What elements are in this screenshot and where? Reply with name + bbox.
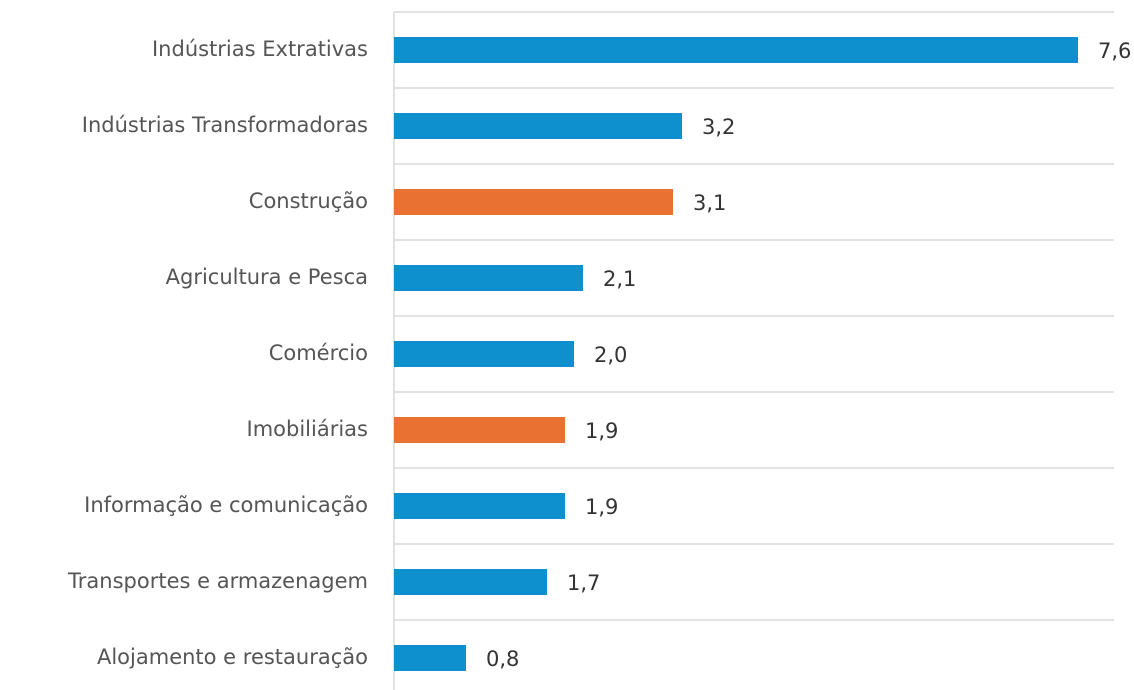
bar bbox=[394, 645, 466, 671]
category-label: Imobiliárias bbox=[247, 417, 368, 441]
value-label: 7,6 bbox=[1098, 39, 1131, 63]
value-label: 3,2 bbox=[702, 115, 735, 139]
value-label: 1,7 bbox=[567, 571, 600, 595]
category-label: Alojamento e restauração bbox=[97, 645, 368, 669]
bar bbox=[394, 189, 673, 215]
bar bbox=[394, 341, 574, 367]
value-label: 1,9 bbox=[585, 495, 618, 519]
value-label: 2,0 bbox=[594, 343, 627, 367]
category-label: Informação e comunicação bbox=[84, 493, 368, 517]
value-label: 3,1 bbox=[693, 191, 726, 215]
bar bbox=[394, 569, 547, 595]
value-label: 1,9 bbox=[585, 419, 618, 443]
category-label: Comércio bbox=[269, 341, 368, 365]
bar bbox=[394, 417, 565, 443]
bar bbox=[394, 37, 1078, 63]
category-label: Transportes e armazenagem bbox=[67, 569, 368, 593]
bar bbox=[394, 113, 682, 139]
category-label: Construção bbox=[249, 189, 368, 213]
value-label: 2,1 bbox=[603, 267, 636, 291]
bar bbox=[394, 265, 583, 291]
category-label: Indústrias Extrativas bbox=[152, 37, 368, 61]
category-label: Indústrias Transformadoras bbox=[82, 113, 368, 137]
value-label: 0,8 bbox=[486, 647, 519, 671]
bar bbox=[394, 493, 565, 519]
category-label: Agricultura e Pesca bbox=[166, 265, 368, 289]
